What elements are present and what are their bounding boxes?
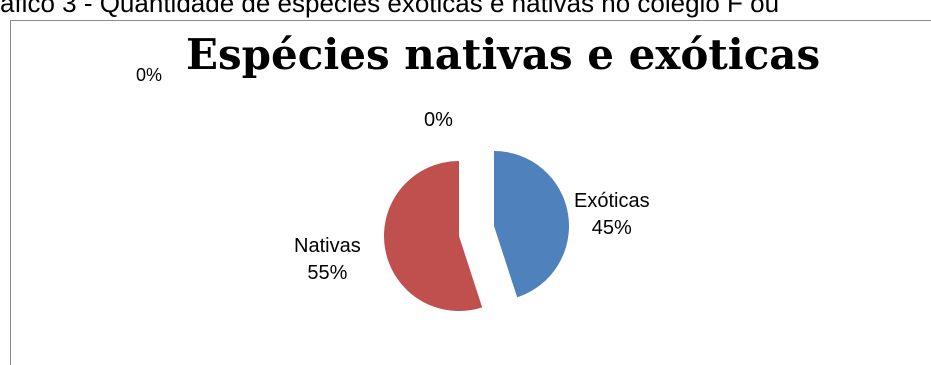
chart-frame <box>10 20 931 365</box>
slice-name-nativas: Nativas <box>294 235 361 257</box>
slice-label-exoticas: Exóticas 45% <box>574 188 650 242</box>
figure-caption: áfico 3 - Quantidade de espécies exótica… <box>0 0 780 18</box>
chart-title: Espécies nativas e exóticas <box>186 30 821 79</box>
pie-slice-nativas <box>384 161 483 312</box>
slice-label-nativas: Nativas 55% <box>294 233 361 287</box>
slice-name-exoticas: Exóticas <box>574 190 650 212</box>
slice-percent-exoticas: 45% <box>591 217 632 239</box>
slice-percent-nativas: 55% <box>307 262 348 284</box>
stray-percent-label: 0% <box>136 65 163 85</box>
stray-percent-label: 0% <box>424 109 453 131</box>
pie-slice-exoticas <box>494 151 570 298</box>
